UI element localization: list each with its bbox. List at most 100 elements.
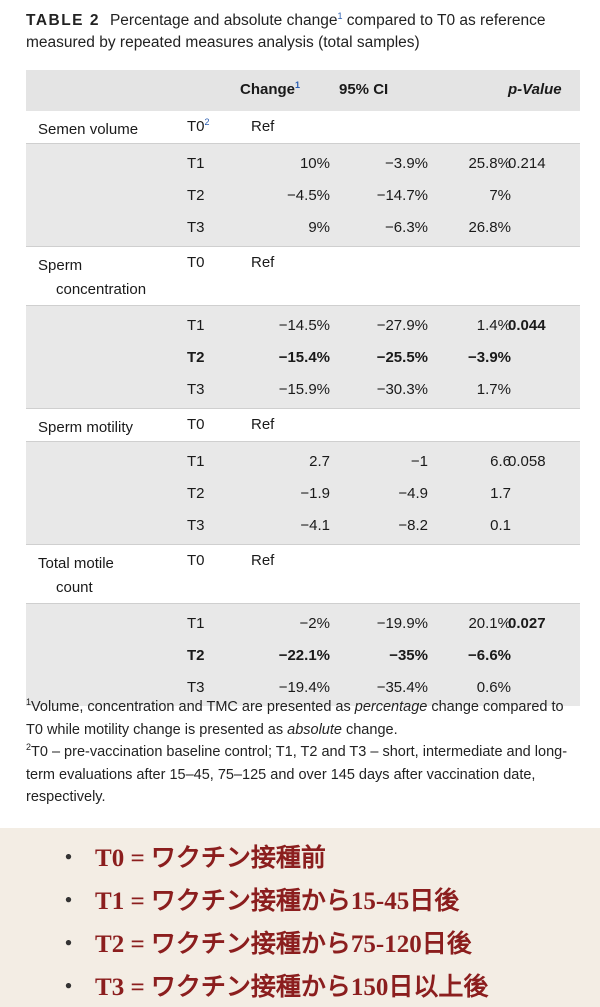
- p-value-cell: 0.044: [508, 317, 546, 334]
- time-point: T1: [187, 453, 205, 470]
- ci-lower-cell: −35.4%: [376, 679, 428, 696]
- group-name: Sperm concentration: [38, 257, 147, 298]
- group-ref-band: Sperm concentration T0 Ref: [26, 246, 580, 305]
- time-point: T2: [187, 187, 205, 204]
- time-point: T0: [187, 254, 205, 271]
- group-ref-band: Sperm motility T0 Ref: [26, 408, 580, 441]
- change-cell: −22.1%: [278, 647, 330, 664]
- group-data-band: T1 2.7 −1 6.6 0.058 T2 −1.9 −4.9 1.7 T3 −4.1 −8.2 0.…: [26, 441, 580, 544]
- title-text-b: compared to T0 as reference measured by …: [26, 12, 546, 51]
- title-footnote-ref: 1: [337, 10, 343, 21]
- table-body: Semen volume T02 Ref T1 10% −3.9% 25.8% 0.214 T2…: [26, 111, 580, 706]
- change-cell: 2.7: [309, 453, 330, 470]
- legend-item-t1: ・ T1 = ワクチン接種から15-45日後: [56, 888, 460, 915]
- table-header: Change1 95% CI p-Value: [26, 70, 580, 111]
- time-point: T0: [187, 552, 205, 569]
- group-name: Sperm motility: [38, 419, 134, 436]
- header-ci: 95% CI: [339, 81, 389, 98]
- title-text-a: Percentage and absolute change: [109, 12, 338, 29]
- header-change: Change1: [240, 80, 301, 99]
- ref-cell: Ref: [251, 254, 275, 271]
- results-table: Change1 95% CI p-Value Semen volume T02 Re…: [26, 70, 580, 706]
- ci-lower-cell: −27.9%: [376, 317, 428, 334]
- ci-lower-cell: −35%: [389, 647, 428, 664]
- table-label: TABLE 2: [26, 12, 100, 29]
- change-cell: −4.5%: [287, 187, 330, 204]
- ci-lower-cell: −4.9: [398, 485, 428, 502]
- group-data-band: T1 10% −3.9% 25.8% 0.214 T2 −4.5% −14.7% 7% T3 9% −…: [26, 143, 580, 246]
- time-point: T1: [187, 317, 205, 334]
- table-row: T3 −4.1 −8.2 0.1: [26, 510, 580, 542]
- change-cell: −19.4%: [278, 679, 330, 696]
- group-name: Semen volume: [38, 121, 139, 138]
- ci-upper-cell: 6.6: [490, 453, 511, 470]
- header-change-sup: 1: [295, 80, 301, 90]
- footnote-1: 1Volume, concentration and TMC are prese…: [26, 697, 564, 738]
- ci-upper-cell: 0.6%: [476, 679, 511, 696]
- table-row: T3 −15.9% −30.3% 1.7%: [26, 374, 580, 406]
- legend-item-t0: ・ T0 = ワクチン接種前: [56, 845, 326, 872]
- time-point: T1: [187, 155, 205, 172]
- table-row: T2 −1.9 −4.9 1.7: [26, 478, 580, 510]
- table-row: T3 9% −6.3% 26.8%: [26, 212, 580, 244]
- ci-upper-cell: 20.1%: [468, 615, 511, 632]
- ci-upper-cell: 1.7: [490, 485, 511, 502]
- ci-upper-cell: 26.8%: [468, 219, 511, 236]
- ref-cell: Ref: [251, 118, 275, 135]
- time-point: T3: [187, 517, 205, 534]
- change-cell: −4.1: [300, 517, 330, 534]
- ci-lower-cell: −3.9%: [385, 155, 428, 172]
- ci-lower-cell: −1: [410, 453, 428, 470]
- time-point: T2: [187, 647, 205, 664]
- group-ref-band: Total motile count T0 Ref: [26, 544, 580, 603]
- table-row: T1 −2% −19.9% 20.1% 0.027: [26, 608, 580, 640]
- time-point: T1: [187, 615, 205, 632]
- change-cell: −15.9%: [278, 381, 330, 398]
- ref-cell: Ref: [251, 552, 275, 569]
- change-cell: −1.9: [300, 485, 330, 502]
- table-row: T3 −19.4% −35.4% 0.6%: [26, 672, 580, 704]
- change-cell: −15.4%: [278, 349, 330, 366]
- ci-upper-cell: −6.6%: [468, 647, 511, 664]
- ci-lower-cell: −25.5%: [376, 349, 428, 366]
- ci-upper-cell: 1.7%: [476, 381, 511, 398]
- group-ref-band: Semen volume T02 Ref: [26, 111, 580, 143]
- ci-upper-cell: 0.1: [490, 517, 511, 534]
- ci-upper-cell: 7%: [489, 187, 511, 204]
- p-value-cell: 0.027: [508, 615, 546, 632]
- table-row: T1 −14.5% −27.9% 1.4% 0.044: [26, 310, 580, 342]
- ci-upper-cell: −3.9%: [468, 349, 511, 366]
- ci-lower-cell: −19.9%: [376, 615, 428, 632]
- time-point: T2: [187, 349, 205, 366]
- time-point: T3: [187, 679, 205, 696]
- p-value-cell: 0.214: [508, 155, 546, 172]
- table-row: T2 −22.1% −35% −6.6%: [26, 640, 580, 672]
- japanese-legend: ・ T0 = ワクチン接種前 ・ T1 = ワクチン接種から15-45日後 ・ T2 …: [0, 828, 600, 1007]
- ci-lower-cell: −14.7%: [376, 187, 428, 204]
- ci-lower-cell: −6.3%: [385, 219, 428, 236]
- ci-lower-cell: −30.3%: [376, 381, 428, 398]
- time-point: T3: [187, 381, 205, 398]
- table-title: TABLE 2 Percentage and absolute change1 c…: [26, 10, 586, 54]
- change-cell: −2%: [299, 615, 330, 632]
- table-row: T1 10% −3.9% 25.8% 0.214: [26, 148, 580, 180]
- ci-upper-cell: 1.4%: [476, 317, 511, 334]
- table-row: T2 −15.4% −25.5% −3.9%: [26, 342, 580, 374]
- time-point: T02: [187, 117, 210, 136]
- ci-upper-cell: 25.8%: [468, 155, 511, 172]
- legend-item-t2: ・ T2 = ワクチン接種から75-120日後: [56, 931, 472, 958]
- ci-lower-cell: −8.2: [398, 517, 428, 534]
- change-cell: 10%: [299, 155, 330, 172]
- table-row: T1 2.7 −1 6.6 0.058: [26, 446, 580, 478]
- group-data-band: T1 −2% −19.9% 20.1% 0.027 T2 −22.1% −35% −6.6% T3…: [26, 603, 580, 706]
- table-row: T2 −4.5% −14.7% 7%: [26, 180, 580, 212]
- change-cell: −14.5%: [278, 317, 330, 334]
- header-p-value: p-Value: [508, 81, 562, 98]
- group-name: Total motile count: [38, 555, 114, 596]
- time-point: T0: [187, 416, 205, 433]
- ref-cell: Ref: [251, 416, 275, 433]
- legend-item-t3: ・ T3 = ワクチン接種から150日以上後: [56, 974, 489, 1001]
- change-cell: 9%: [308, 219, 330, 236]
- table-footnotes: 1Volume, concentration and TMC are prese…: [26, 696, 582, 809]
- time-point: T3: [187, 219, 205, 236]
